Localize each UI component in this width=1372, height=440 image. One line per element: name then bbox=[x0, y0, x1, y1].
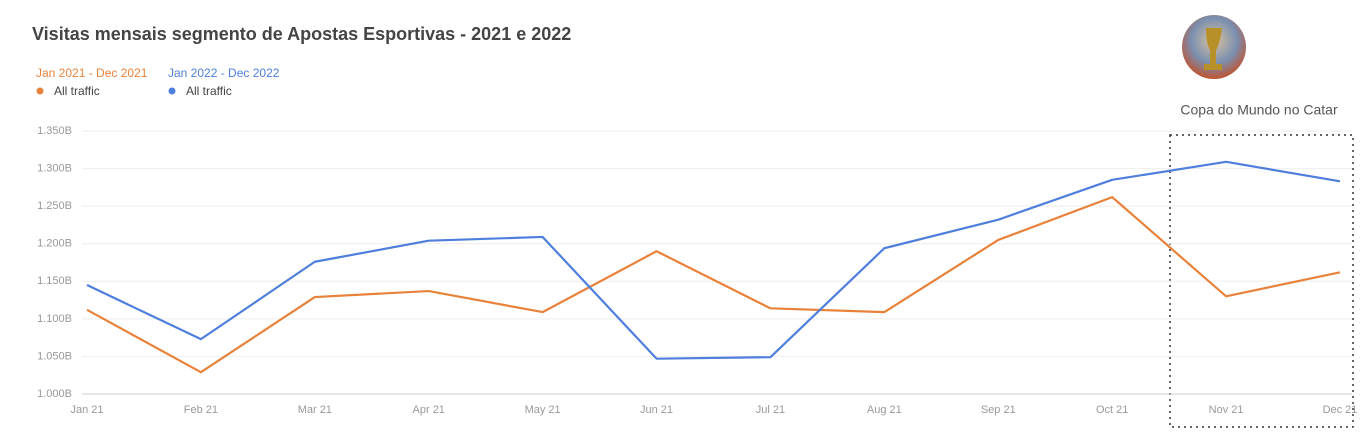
chart-title: Visitas mensais segmento de Apostas Espo… bbox=[32, 24, 571, 44]
annotation: Copa do Mundo no Catar bbox=[1180, 102, 1338, 118]
y-tick-label: 1.050B bbox=[37, 350, 72, 362]
legend-label: All traffic bbox=[54, 84, 100, 98]
legend-marker bbox=[168, 87, 176, 95]
legend-period: Jan 2021 - Dec 2021 bbox=[36, 66, 148, 80]
legend-marker bbox=[36, 87, 44, 95]
y-tick-label: 1.350B bbox=[37, 125, 72, 137]
x-tick-label: Dec 21 bbox=[1323, 404, 1358, 416]
x-tick-label: Jul 21 bbox=[756, 404, 785, 416]
y-tick-label: 1.300B bbox=[37, 162, 72, 174]
y-tick-label: 1.000B bbox=[37, 388, 72, 400]
x-tick-label: Feb 21 bbox=[184, 404, 218, 416]
legend-label: All traffic bbox=[186, 84, 232, 98]
trophy-shape bbox=[1204, 28, 1222, 70]
x-tick-label: Jan 21 bbox=[70, 404, 103, 416]
legend-period: Jan 2022 - Dec 2022 bbox=[168, 66, 280, 80]
x-tick-label: Oct 21 bbox=[1096, 404, 1128, 416]
y-tick-label: 1.200B bbox=[37, 238, 72, 250]
series-line bbox=[86, 196, 1341, 374]
x-tick-label: Jun 21 bbox=[640, 404, 673, 416]
y-tick-label: 1.150B bbox=[37, 275, 72, 287]
x-tick-label: Aug 21 bbox=[867, 404, 902, 416]
series-line bbox=[86, 160, 1341, 360]
y-tick-label: 1.100B bbox=[37, 313, 72, 325]
x-tick-label: May 21 bbox=[525, 404, 561, 416]
x-tick-label: Apr 21 bbox=[413, 404, 445, 416]
x-tick-label: Sep 21 bbox=[981, 404, 1016, 416]
y-tick-label: 1.250B bbox=[37, 200, 72, 212]
x-tick-label: Mar 21 bbox=[298, 404, 332, 416]
x-tick-label: Nov 21 bbox=[1209, 404, 1244, 416]
